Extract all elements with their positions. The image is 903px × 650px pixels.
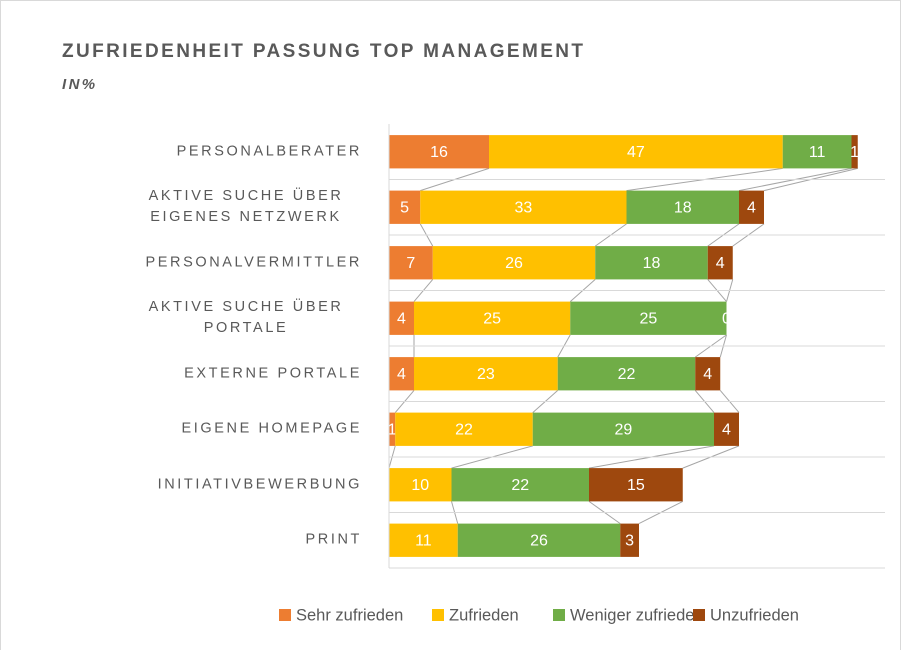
category-label: EXTERNE PORTALE	[184, 365, 362, 382]
legend-swatch	[693, 609, 705, 621]
bar-segment	[626, 190, 739, 224]
value-label: 15	[627, 477, 645, 494]
category-label-box: PERSONALBERATER	[177, 141, 362, 162]
bar-segment	[451, 468, 589, 502]
value-label: 4	[716, 255, 725, 272]
value-label: 16	[430, 144, 448, 161]
bar-segment	[557, 357, 696, 391]
bar-segment	[695, 357, 721, 391]
bar-segment	[414, 357, 558, 391]
bar-segment	[782, 135, 852, 169]
category-label: PERSONALBERATER	[176, 143, 362, 160]
bar-segment	[389, 357, 414, 391]
legend-label: Weniger zufrieden	[570, 606, 704, 624]
value-label: 33	[514, 199, 532, 216]
bar-segment	[851, 135, 858, 169]
legend-swatch	[432, 609, 444, 621]
bar-segment	[389, 468, 452, 502]
value-label: 26	[505, 255, 523, 272]
category-label: AKTIVE SUCHE ÜBER EIGENES NETZWERK	[148, 188, 344, 226]
value-label: 1	[388, 421, 397, 438]
value-label: 25	[483, 310, 501, 327]
bar-segment	[420, 190, 627, 224]
category-label-box: EIGENE HOMEPAGE	[181, 419, 362, 440]
value-label: 4	[397, 366, 406, 383]
bar-segment	[620, 523, 639, 557]
value-label: 18	[643, 255, 661, 272]
chart-subtitle: IN%	[62, 76, 98, 93]
value-label: 47	[627, 144, 645, 161]
bar-segment	[595, 246, 708, 280]
category-label-box: PRINT	[306, 530, 363, 551]
value-label: 25	[639, 310, 657, 327]
category-label-box: EXTERNE PORTALE	[184, 363, 362, 384]
bar-segment	[739, 190, 764, 224]
value-label: 23	[477, 366, 495, 383]
bar-segment	[389, 301, 414, 335]
category-label: PRINT	[305, 531, 362, 548]
bar-segment	[589, 468, 683, 502]
bar-segment	[389, 523, 458, 557]
category-label: PERSONALVERMITTLER	[145, 254, 362, 271]
category-label: INITIATIVBEWERBUNG	[157, 476, 362, 493]
value-label: 11	[809, 144, 826, 161]
value-label: 22	[455, 421, 473, 438]
bar-segment	[707, 246, 733, 280]
category-label-box: AKTIVE SUCHE ÜBER EIGENES NETZWERK	[130, 186, 362, 228]
bar-segment	[532, 412, 714, 446]
value-label: 4	[722, 421, 731, 438]
value-label: 7	[406, 255, 415, 272]
bar-segment	[389, 190, 421, 224]
bar-segment	[414, 301, 571, 335]
bar-segment	[389, 246, 433, 280]
value-label: 10	[411, 477, 429, 494]
bar-segment	[714, 412, 739, 446]
legend-label: Unzufrieden	[710, 606, 799, 624]
value-label: 5	[400, 199, 409, 216]
value-label: 29	[614, 421, 632, 438]
category-label-box: PERSONALVERMITTLER	[145, 252, 362, 273]
value-label: 3	[625, 532, 634, 549]
category-label: AKTIVE SUCHE ÜBER PORTALE	[148, 299, 344, 337]
category-label-box: INITIATIVBEWERBUNG	[158, 474, 362, 495]
value-label: 22	[618, 366, 636, 383]
chart-title: ZUFRIEDENHEIT PASSUNG TOP MANAGEMENT	[62, 41, 585, 62]
bar-segment	[395, 412, 533, 446]
value-label: 0	[722, 310, 731, 327]
value-label: 4	[747, 199, 756, 216]
category-label: EIGENE HOMEPAGE	[181, 420, 362, 437]
legend-label: Zufrieden	[449, 606, 519, 624]
bar-segment	[389, 135, 489, 169]
value-label: 4	[397, 310, 406, 327]
bar-segment	[457, 523, 621, 557]
value-label: 11	[415, 532, 432, 549]
bar-segment	[570, 301, 727, 335]
legend-label: Sehr zufrieden	[296, 606, 403, 624]
bar-segment	[489, 135, 783, 169]
value-label: 4	[703, 366, 712, 383]
legend-swatch	[553, 609, 565, 621]
value-label: 26	[530, 532, 548, 549]
value-label: 22	[511, 477, 529, 494]
value-label: 18	[674, 199, 692, 216]
category-label-box: AKTIVE SUCHE ÜBER PORTALE	[130, 297, 362, 339]
bar-segment	[389, 412, 396, 446]
bar-segment	[432, 246, 596, 280]
legend-swatch	[279, 609, 291, 621]
value-label: 1	[850, 144, 859, 161]
